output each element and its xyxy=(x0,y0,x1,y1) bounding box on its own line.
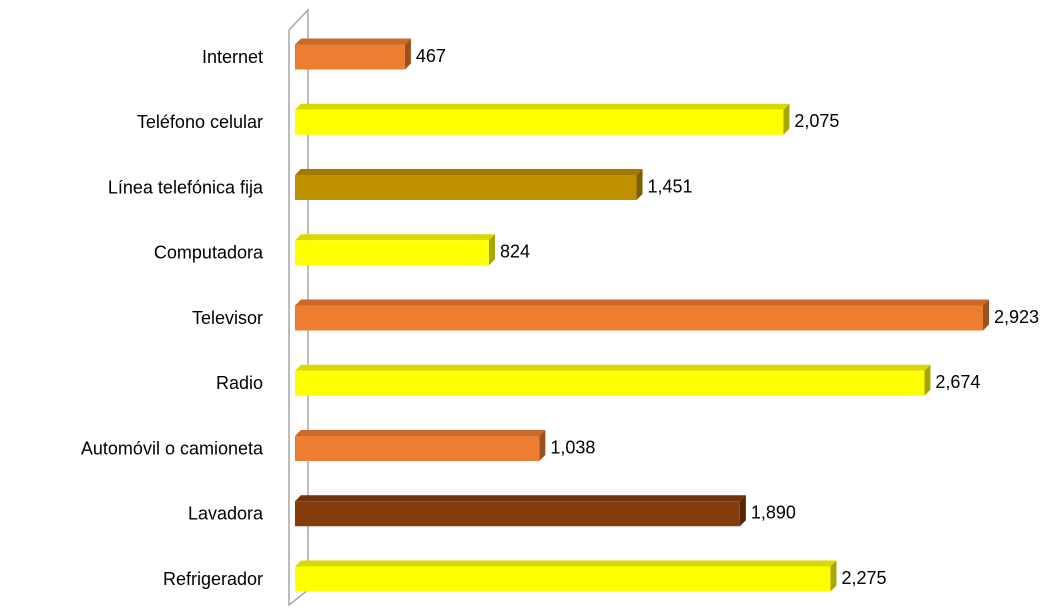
bar-side xyxy=(739,495,746,527)
bar-side-shade xyxy=(739,495,746,527)
bar-side-shade xyxy=(404,38,411,70)
y-tick-label: Refrigerador xyxy=(163,569,263,589)
bar xyxy=(295,305,983,331)
bar-side xyxy=(983,299,989,331)
bar-top-shade xyxy=(295,430,546,436)
bar-top-shade xyxy=(295,364,931,371)
data-label: 2,275 xyxy=(841,568,886,588)
bar-top xyxy=(295,495,746,502)
bar xyxy=(295,436,540,461)
bar-top-shade xyxy=(295,299,989,306)
data-label: 1,890 xyxy=(751,503,796,523)
bar xyxy=(295,501,740,527)
bar-top xyxy=(295,560,837,567)
data-label: 2,075 xyxy=(794,111,839,131)
y-tick-label: Internet xyxy=(202,47,263,67)
data-label: 824 xyxy=(500,242,530,262)
bar-side-shade xyxy=(636,169,643,200)
bar-top xyxy=(295,38,411,45)
bar-side-shade xyxy=(539,430,546,461)
data-label: 1,038 xyxy=(550,437,595,457)
bar-top xyxy=(295,364,931,371)
bar-side xyxy=(830,560,837,592)
y-tick-label: Línea telefónica fija xyxy=(108,177,264,197)
y-tick-label: Computadora xyxy=(154,243,264,263)
bar-side xyxy=(636,169,643,200)
y-tick-label: Lavadora xyxy=(188,504,264,524)
bar-side xyxy=(783,103,790,135)
y-tick-label: Teléfono celular xyxy=(137,112,263,132)
data-label: 467 xyxy=(416,46,446,66)
bar-top-shade xyxy=(295,560,837,567)
bar-side xyxy=(404,38,411,70)
data-label: 2,923 xyxy=(994,307,1039,327)
bar-top-shade xyxy=(295,234,495,241)
bar-side xyxy=(924,364,931,396)
y-tick-label: Automóvil o camioneta xyxy=(81,438,264,458)
bar xyxy=(295,109,784,135)
bar-top xyxy=(295,234,495,241)
bar-top-shade xyxy=(295,38,411,45)
bar-side-shade xyxy=(830,560,837,592)
y-tick-label: Televisor xyxy=(192,308,263,328)
bar-side xyxy=(488,234,495,266)
bar-side-shade xyxy=(983,299,989,331)
bar-side-shade xyxy=(783,103,790,135)
bar-top xyxy=(295,430,546,436)
bar-top-shade xyxy=(295,169,643,175)
y-tick-label: Radio xyxy=(216,373,263,393)
bar-top xyxy=(295,103,790,110)
bar-top xyxy=(295,299,989,306)
bar xyxy=(295,566,831,592)
bar-side xyxy=(539,430,546,461)
bar xyxy=(295,175,637,200)
bar xyxy=(295,370,925,396)
bar-side-shade xyxy=(488,234,495,266)
data-label: 2,674 xyxy=(935,372,980,392)
bar-side-shade xyxy=(924,364,931,396)
data-label: 1,451 xyxy=(648,176,693,196)
bar-top xyxy=(295,169,643,175)
bar-top-shade xyxy=(295,103,790,110)
bar xyxy=(295,44,405,70)
bar xyxy=(295,240,489,266)
bar-top-shade xyxy=(295,495,746,502)
